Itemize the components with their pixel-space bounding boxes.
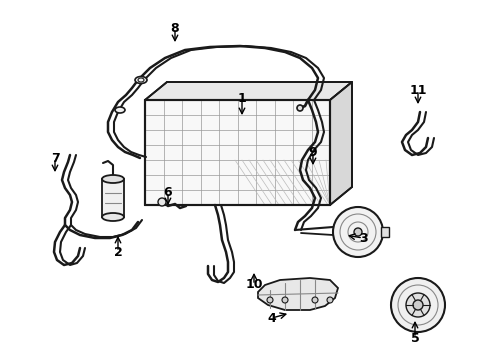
Text: 11: 11 [409, 84, 427, 96]
Ellipse shape [135, 77, 147, 84]
Text: 7: 7 [50, 152, 59, 165]
Bar [381, 227, 389, 237]
Text: 8: 8 [171, 22, 179, 35]
Circle shape [282, 297, 288, 303]
Circle shape [158, 198, 166, 206]
Text: 5: 5 [411, 332, 419, 345]
Circle shape [327, 297, 333, 303]
Ellipse shape [102, 175, 124, 183]
Polygon shape [330, 82, 352, 205]
Bar [145, 100, 330, 205]
Circle shape [312, 297, 318, 303]
Bar [102, 179, 124, 217]
Circle shape [354, 228, 362, 236]
Text: 4: 4 [268, 311, 276, 324]
Circle shape [413, 300, 423, 310]
Text: 9: 9 [309, 145, 318, 158]
Circle shape [391, 278, 445, 332]
Polygon shape [145, 82, 352, 100]
Ellipse shape [297, 105, 303, 111]
Ellipse shape [115, 107, 125, 113]
Text: 1: 1 [238, 91, 246, 104]
Polygon shape [258, 278, 338, 310]
Circle shape [333, 207, 383, 257]
Circle shape [406, 293, 430, 317]
Text: 6: 6 [164, 185, 172, 198]
Text: 10: 10 [245, 279, 263, 292]
Circle shape [267, 297, 273, 303]
Ellipse shape [102, 213, 124, 221]
Text: 2: 2 [114, 246, 122, 258]
Text: 3: 3 [359, 231, 368, 244]
